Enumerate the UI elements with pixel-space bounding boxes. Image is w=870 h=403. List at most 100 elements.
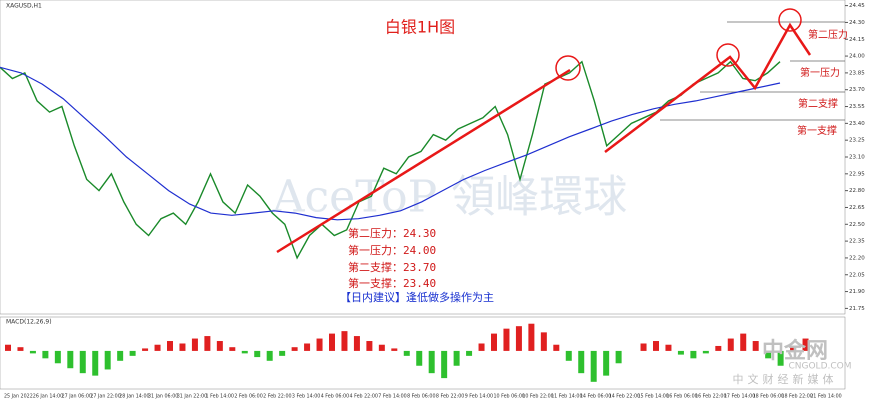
circle [778,8,802,32]
annotations: 第二压力：24.30 第一压力：24.00 第二支撑：23.70 第一支撑：23… [340,226,494,304]
annotation: 第二压力：24.30 [348,226,436,240]
x-tick-label: 15 Feb 14:00 [637,394,668,400]
macd-bar [441,350,448,379]
chart-title: 白银1H图 [385,18,455,37]
x-tick-label: 8 Feb 06:00 [407,394,435,400]
y-tick-label: 24.45 [849,3,865,9]
x-tick-label: 10 Feb 06:00 [493,394,524,400]
macd-bar [291,347,298,351]
annotation: 第一压力：24.00 [348,243,436,257]
y-tick-label: 24.15 [849,37,865,43]
level-label: 第一压力 [800,66,840,79]
macd-bar [17,347,24,351]
macd-bar [790,345,797,351]
macd-bar [254,350,261,358]
brand-sub: 中文财经新媒体 [733,372,838,386]
y-tick-label: 22.65 [849,205,865,211]
macd-bar [765,350,772,359]
macd-bar [578,350,585,374]
macd-bar [216,341,223,351]
x-tick-label: 27 Jan 22:00 [90,394,120,400]
macd-bar [615,350,622,364]
macd-bar [553,344,560,351]
macd-bar [690,350,697,359]
macd-bar [104,350,111,370]
y-tick-label: 21.75 [849,306,865,312]
level-labels: 第二压力 第一压力 第二支撑 第一支撑 [797,28,848,137]
levels [660,21,845,121]
y-tick-label: 22.95 [849,171,865,177]
circle [716,43,740,67]
macd-bar [79,350,86,374]
macd-bar [54,350,61,364]
macd-bar [777,350,784,366]
x-tick-label: 2 Feb 06:00 [234,394,262,400]
x-tick-label: 7 Feb 14:00 [378,394,406,400]
macd-bar [241,350,248,354]
y-tick-label: 22.80 [849,188,865,194]
macd-bar [378,344,385,351]
macd-panel [0,316,846,390]
indicator: MACD(12,26,9) [6,319,52,326]
macd-bar [491,333,497,351]
y-tick-label: 23.85 [849,70,865,76]
watermark: AceToP 領峰環球 [272,172,627,223]
y-tick-label: 23.70 [849,87,865,93]
y-tick-label: 22.50 [849,222,865,228]
x-tick-label: 21 Feb 14:00 [810,394,841,400]
macd-bar [129,350,136,356]
x-tick-label: 17 Feb 14:00 [724,394,755,400]
macd-bar [565,350,572,361]
x-tick-label: 11 Feb 14:00 [551,394,582,400]
macd-bar [42,350,49,359]
main-panel [0,0,846,315]
macd-bar [702,350,709,354]
y-tick-label: 21.90 [849,289,865,295]
symbol: XAGUSD,H1 [6,3,42,10]
y-tick-label: 22.35 [849,239,865,245]
macd-bar [727,338,734,351]
y-tick-label: 23.55 [849,104,865,110]
macd-bar [92,350,99,376]
series-line [0,66,781,221]
macd-bar [391,348,398,351]
macd-bar [5,344,11,351]
annotation: 第一支撑：23.40 [348,276,436,290]
x-tick-label: 4 Feb 22:00 [350,394,378,400]
x-tick-label: 31 Jan 06:00 [148,394,178,400]
macd-bar [640,343,647,351]
x-tick-label: 9 Feb 14:00 [465,394,493,400]
macd-bar [154,344,161,351]
plot: 24.45 24.30 24.15 24.00 23.85 23.70 23.55 23.40… [0,3,865,400]
macd-bar [740,333,747,351]
level-label: 第二压力 [808,28,848,41]
macd-bar [29,350,36,354]
macd-bar [403,350,410,356]
brand-url: CNGOLD.COM [788,362,851,372]
level-label: 第二支撑 [798,97,838,110]
macd-bar [366,341,373,351]
level-label: 第一支撑 [797,124,837,137]
macd-bar [453,350,460,366]
y-tick-label: 22.05 [849,272,865,278]
macd-bar [715,345,722,351]
macd-bar [266,350,273,361]
x-tick-label: 28 Jan 14:00 [119,394,149,400]
macd-bar [478,343,485,351]
macd-bar [416,350,423,366]
macd-bar [316,338,323,351]
macd-bar [179,343,186,351]
x-tick-label: 3 Feb 14:00 [292,394,320,400]
macd-bar [353,336,360,351]
y-tick-label: 22.20 [849,255,865,261]
y-tick-label: 24.30 [849,20,865,26]
trend-line [604,22,812,153]
x-tick-label: 10 Feb 22:00 [522,394,553,400]
x-tick-label: 31 Jan 22:00 [177,394,207,400]
macd-bar [304,343,311,351]
trend-lines [276,8,812,254]
macd-bar [167,341,173,351]
x-tick-label: 16 Feb 06:00 [666,394,697,400]
macd-bar [752,341,759,351]
